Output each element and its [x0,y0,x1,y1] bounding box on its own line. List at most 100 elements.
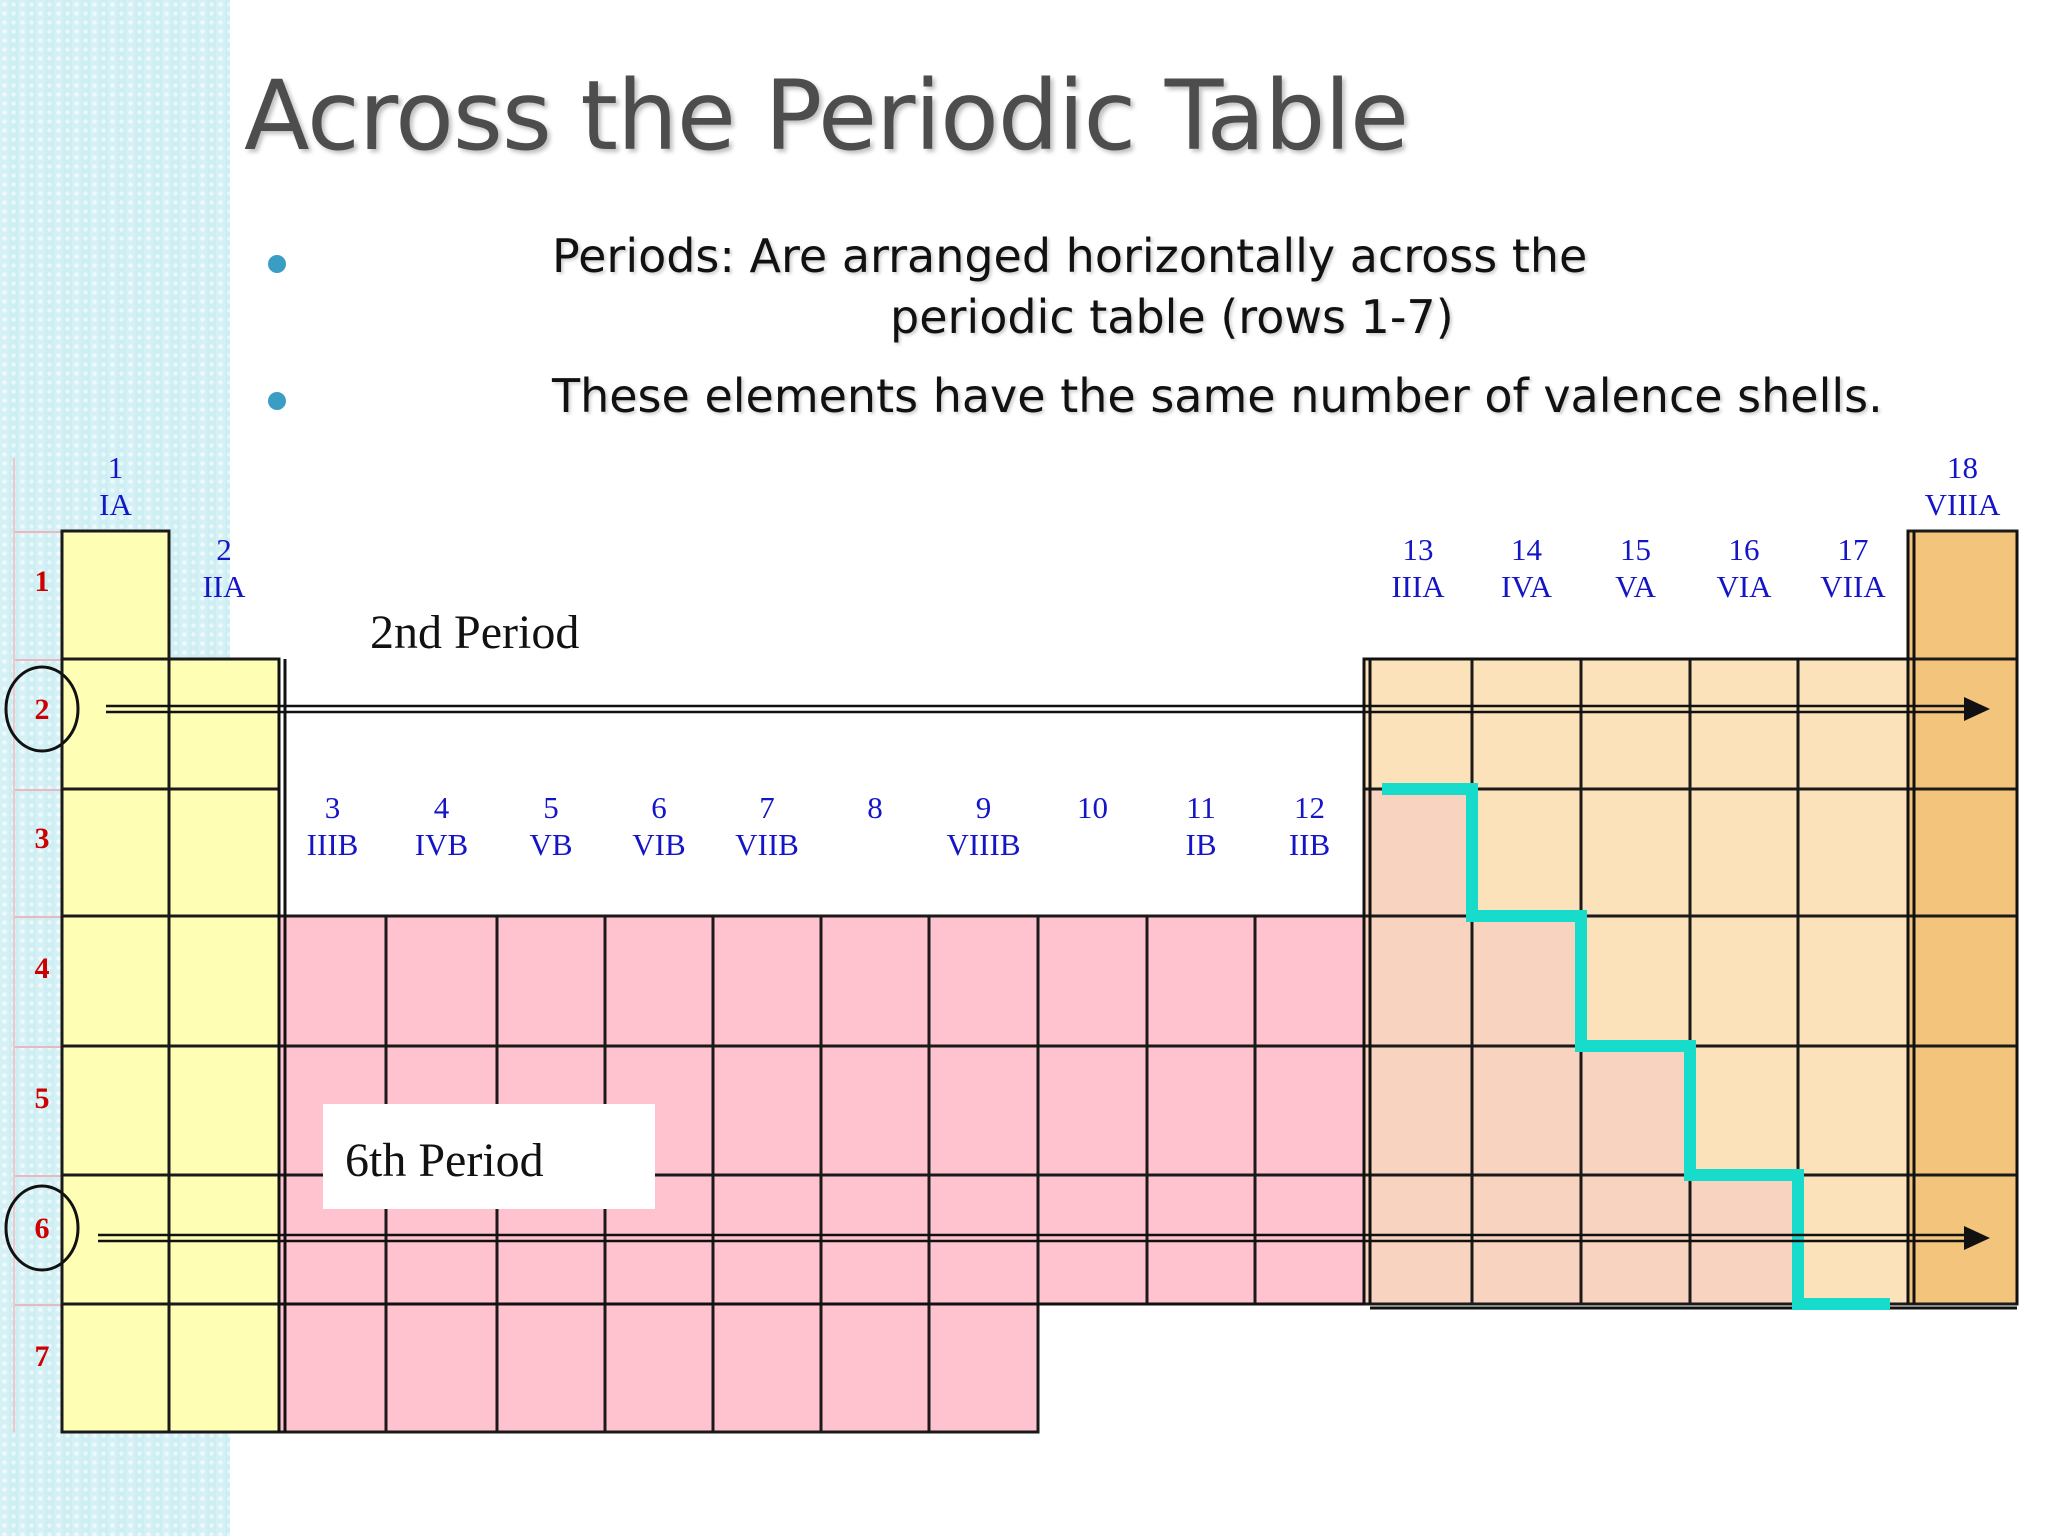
cell-p6-g2 [167,1173,281,1306]
cell-p3-g16 [1688,787,1800,918]
cell-p2-g18 [1906,657,2019,791]
group-roman-4: IVB [415,827,468,862]
period-label-7: 7 [35,1340,50,1373]
cell-p3-g17 [1796,787,1910,918]
group-number-11: 11 [1186,790,1216,825]
cell-p5-g18 [1906,1044,2019,1177]
cell-p4-g11 [1145,914,1257,1048]
period-circle-2 [4,665,80,753]
cell-p6-g18 [1906,1173,2019,1306]
group-number-12: 12 [1294,790,1325,825]
cell-p2-g14 [1470,657,1583,791]
cell-p4-g8 [819,914,931,1048]
cell-p4-g12 [1253,914,1366,1048]
cell-p4-g14 [1470,914,1583,1048]
cell-p7-g4 [384,1302,499,1434]
bullet-1-line-2: periodic table (rows 1-7) [890,290,1454,344]
label-6th-period-box [323,1104,655,1209]
cell-p5-g8 [819,1044,931,1177]
block-borders [277,531,2019,1432]
element-cells [60,529,2019,1434]
group-number-14: 14 [1511,532,1543,567]
group-number-4: 4 [434,790,450,825]
cell-p2-g1 [60,657,171,791]
cell-p7-g8 [819,1302,931,1434]
group-roman-2: IIA [202,569,246,604]
cell-p5-g16 [1688,1044,1800,1177]
group-number-6: 6 [651,790,667,825]
cell-p3-g18 [1906,787,2019,918]
bullet-1-line-1: Periods: Are arranged horizontally acros… [552,229,1588,283]
cell-p5-g10 [1036,1044,1149,1177]
cell-p6-g15 [1579,1173,1692,1306]
cell-p2-g15 [1579,657,1692,791]
cell-p5-g12 [1253,1044,1366,1177]
group-number-5: 5 [543,790,559,825]
cell-p6-g8 [819,1173,931,1306]
cell-p4-g13 [1362,914,1474,1048]
cell-p5-g15 [1579,1044,1692,1177]
cell-p7-g9 [927,1302,1040,1434]
cell-p7-g6 [603,1302,715,1434]
group-number-13: 13 [1403,532,1434,567]
period-label-2: 2 [35,693,50,726]
cell-p5-g7 [711,1044,823,1177]
bullet-dot-1 [268,255,286,273]
period-label-6: 6 [35,1212,50,1245]
period-label-1: 1 [35,565,50,598]
group-number-7: 7 [759,790,775,825]
cell-p7-g2 [167,1302,281,1434]
group-roman-9: VIIIB [946,827,1020,862]
cell-p5-g9 [927,1044,1040,1177]
label-2nd-period: 2nd Period [370,606,579,659]
cell-p2-g16 [1688,657,1800,791]
arrow-period-2-head [1964,697,1990,721]
cell-p5-g17 [1796,1044,1910,1177]
cell-p7-g3 [277,1302,388,1434]
group-number-1: 1 [108,450,124,485]
group-roman-11: IB [1186,827,1217,862]
cell-p4-g7 [711,914,823,1048]
label-6th-period: 6th Period [345,1134,544,1187]
slide-title: Across the Periodic Table [244,60,1409,172]
cell-p7-g1 [60,1302,171,1434]
group-roman-5: VB [529,827,572,862]
group-roman-14: IVA [1501,569,1553,604]
cell-p4-g5 [495,914,607,1048]
cell-p4-g6 [603,914,715,1048]
cell-p3-g2 [167,787,281,918]
cell-p6-g14 [1470,1173,1583,1306]
cell-p6-g1 [60,1173,171,1306]
period-label-3: 3 [35,822,50,855]
group-number-9: 9 [976,790,992,825]
cell-p5-g1 [60,1044,171,1177]
cell-p4-g2 [167,914,281,1048]
cell-p4-g9 [927,914,1040,1048]
group-roman-3: IIIB [307,827,359,862]
group-number-16: 16 [1729,532,1760,567]
cell-p5-g13 [1362,1044,1474,1177]
cell-p1-g18 [1906,529,2019,661]
group-number-15: 15 [1620,532,1651,567]
group-roman-18: VIIIA [1925,487,2001,522]
group-roman-6: VIB [632,827,685,862]
cell-p2-g2 [167,657,281,791]
cell-p1-g1 [60,529,171,661]
group-roman-15: VA [1615,569,1656,604]
cell-p3-g1 [60,787,171,918]
cell-p3-g15 [1579,787,1692,918]
period-label-4: 4 [35,952,50,985]
cell-p6-g13 [1362,1173,1474,1306]
group-number-10: 10 [1077,790,1108,825]
bullet-dot-2 [268,392,286,410]
bullet-2-text: These elements have the same number of v… [552,369,1883,423]
cell-p6-g11 [1145,1173,1257,1306]
cell-p4-g1 [60,914,171,1048]
group-number-3: 3 [325,790,341,825]
cell-p4-g10 [1036,914,1149,1048]
cell-p3-g13 [1362,787,1474,918]
group-number-17: 17 [1838,532,1869,567]
cell-p5-g14 [1470,1044,1583,1177]
